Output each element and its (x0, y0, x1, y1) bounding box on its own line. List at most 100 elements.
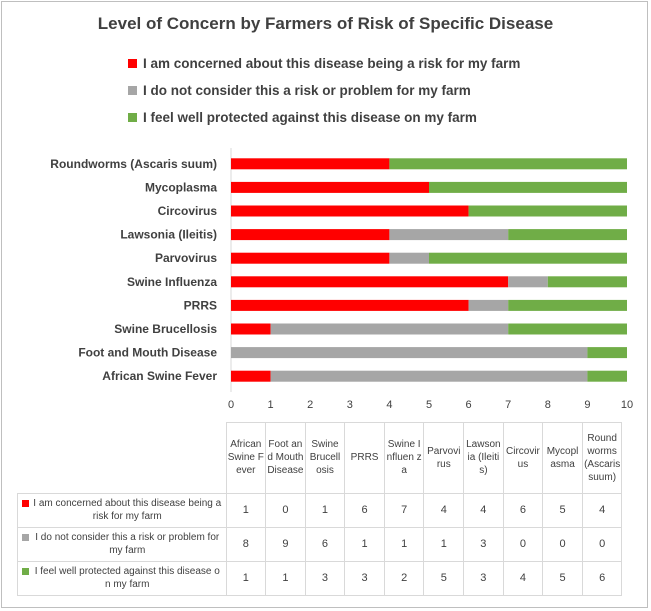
bar-segment (270, 323, 509, 335)
bar-segment (508, 276, 548, 288)
data-table-column-header: Lawson ia (Ileitis) (463, 422, 504, 494)
bar-segment (389, 229, 509, 241)
bar-segment (231, 323, 271, 335)
category-label: Parvovirus (155, 251, 217, 265)
data-table-cell: 5 (542, 492, 583, 528)
data-table-row-label: I am concerned about this disease being … (33, 498, 222, 522)
bar-segment (468, 299, 509, 311)
data-table-cell: 3 (344, 560, 385, 596)
data-table-corner (17, 422, 227, 494)
data-table-row-label: I feel well protected against this disea… (34, 566, 220, 590)
chart-title: Level of Concern by Farmers of Risk of S… (97, 14, 554, 33)
data-table-column-header: Swine Brucell osis (304, 422, 346, 494)
category-label: Circovirus (158, 204, 218, 218)
x-tick-label: 0 (228, 399, 234, 411)
bar-segment (587, 347, 627, 359)
x-tick-label: 6 (466, 399, 472, 411)
data-table: African Swine Fever Foot and Mouth Diseas… (17, 422, 623, 596)
data-table-legend-key (22, 500, 29, 507)
data-table-column-header: PRRS (344, 422, 385, 494)
x-tick-label: 1 (268, 399, 274, 411)
bar-segment (231, 229, 390, 241)
data-table-cell: 3 (463, 526, 504, 562)
x-tick-label: 3 (347, 399, 353, 411)
data-table-column-header: Circovir us (502, 422, 544, 494)
data-table-header-row: African Swine Fever Foot and Mouth Diseas… (17, 422, 623, 494)
bar-segment (508, 229, 627, 241)
data-table-cell: 8 (225, 526, 267, 562)
data-table-row-label: I do not consider this a risk or problem… (35, 532, 220, 556)
legend-label-not-risk: I do not consider this a risk or problem… (143, 83, 471, 98)
bar-segment (468, 205, 627, 217)
bar-segment (429, 181, 627, 193)
bar-segment (389, 252, 429, 264)
bar-segment (231, 276, 509, 288)
legend-item-concerned: I am concerned about this disease being … (128, 50, 520, 77)
bar-segment (231, 299, 469, 311)
data-table-cell: 9 (265, 526, 306, 562)
data-table-cell: 3 (304, 560, 346, 596)
x-tick-label: 4 (386, 399, 392, 411)
data-table-column-header: Swine Influen za (383, 422, 425, 494)
data-table-row: I am concerned about this disease being … (17, 492, 623, 528)
data-table-row-header: I do not consider this a risk or problem… (17, 526, 227, 562)
category-label: Swine Influenza (127, 275, 217, 289)
data-table-cell: 0 (265, 492, 306, 528)
category-label: African Swine Fever (102, 369, 217, 383)
data-table-column-header: Parvovi rus (423, 422, 465, 494)
data-table-cell: 7 (383, 492, 425, 528)
legend-swatch-not-risk (128, 86, 137, 95)
data-table-cell: 0 (502, 526, 544, 562)
bar-segment (429, 252, 627, 264)
legend-item-protected: I feel well protected against this disea… (128, 104, 520, 131)
data-table-cell: 2 (383, 560, 425, 596)
legend: I am concerned about this disease being … (128, 50, 520, 131)
category-label: Foot and Mouth Disease (78, 346, 217, 360)
data-table-cell: 1 (423, 526, 465, 562)
data-table-cell: 4 (463, 492, 504, 528)
data-table-column-header: Round worms (Ascaris suum) (581, 422, 623, 494)
data-table-cell: 1 (225, 560, 267, 596)
bar-segment (547, 276, 627, 288)
bar-segment (231, 181, 429, 193)
category-label: Lawsonia (Ileitis) (120, 228, 217, 242)
category-label: Roundworms (Ascaris suum) (50, 157, 217, 171)
data-table-cell: 6 (581, 560, 623, 596)
bar-segment (508, 323, 627, 335)
data-table-cell: 5 (423, 560, 465, 596)
data-table-cell: 6 (344, 492, 385, 528)
data-table-column-header: Mycopl asma (542, 422, 583, 494)
data-table-cell: 0 (581, 526, 623, 562)
data-table-row-header: I am concerned about this disease being … (17, 492, 227, 528)
data-table-cell: 1 (304, 492, 346, 528)
x-tick-label: 9 (584, 399, 590, 411)
data-table-cell: 5 (542, 560, 583, 596)
data-table-cell: 1 (265, 560, 306, 596)
data-table-legend-key (22, 568, 29, 575)
legend-label-concerned: I am concerned about this disease being … (143, 56, 521, 71)
legend-swatch-protected (128, 113, 137, 122)
legend-swatch-concerned (128, 59, 137, 68)
data-table-cell: 1 (383, 526, 425, 562)
bar-segment (231, 370, 271, 382)
data-table-column-header: Foot and Mouth Disease (265, 422, 306, 494)
category-label: Swine Brucellosis (114, 322, 217, 336)
data-table-row: I feel well protected against this disea… (17, 560, 623, 596)
bar-segment (231, 252, 390, 264)
x-tick-label: 7 (505, 399, 511, 411)
bar-segment (587, 370, 627, 382)
bar-segment (508, 299, 627, 311)
bar-segment (231, 205, 469, 217)
data-table-cell: 0 (542, 526, 583, 562)
data-table-cell: 6 (502, 492, 544, 528)
bar-segment (389, 158, 627, 170)
data-table-cell: 3 (463, 560, 504, 596)
data-table-legend-key (22, 534, 29, 541)
data-table-cell: 4 (423, 492, 465, 528)
data-table-row: I do not consider this a risk or problem… (17, 526, 623, 562)
legend-label-protected: I feel well protected against this disea… (143, 110, 477, 125)
x-tick-label: 5 (426, 399, 432, 411)
x-tick-label: 10 (621, 399, 633, 411)
category-label: Mycoplasma (145, 180, 217, 194)
x-tick-label: 8 (545, 399, 551, 411)
